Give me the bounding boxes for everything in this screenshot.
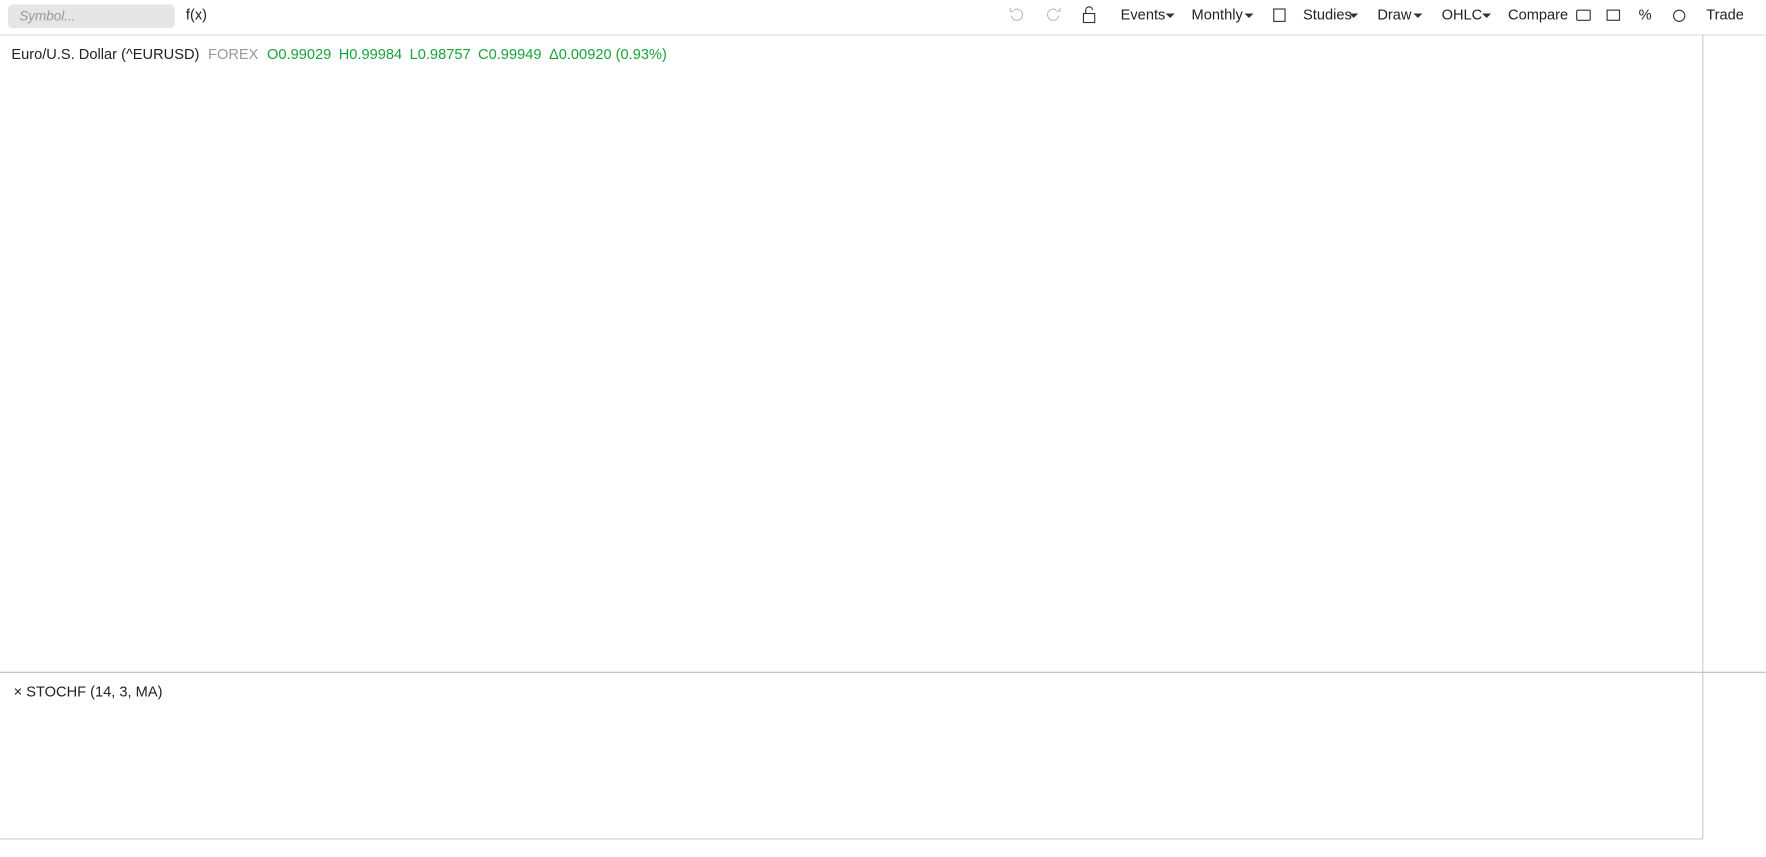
symbol-input[interactable] [7, 4, 175, 29]
menu-item[interactable]: Compare [1508, 8, 1568, 24]
symbol-placeholder: Symbol... [19, 8, 75, 23]
redo[interactable] [1047, 7, 1061, 21]
menu-item[interactable]: % [1639, 8, 1652, 24]
chart-header: Euro/U.S. Dollar (^EURUSD) FOREX O0.9902… [11, 47, 667, 63]
menu-item[interactable]: Trade [1706, 8, 1744, 24]
undo[interactable] [1009, 7, 1024, 21]
camera[interactable] [1576, 9, 1591, 21]
menu-item[interactable]: OHLC [1442, 8, 1483, 24]
exchange: FOREX [208, 47, 259, 63]
study-title: × STOCHF (14, 3, MA) [14, 684, 163, 700]
study-name: STOCHF (14, 3, MA) [26, 684, 162, 700]
menu-item[interactable]: Monthly [1192, 8, 1244, 24]
menu-carets [1165, 13, 1492, 19]
fx-button[interactable]: f(x) [186, 8, 207, 24]
chart-title: Euro/U.S. Dollar (^EURUSD) [11, 47, 199, 63]
toolbar-menu: Events Monthly Studies Draw OHLC Compare… [1121, 8, 1744, 24]
toolbar-icons [1009, 6, 1686, 24]
quote-high: H0.99984 [339, 47, 402, 63]
settings[interactable] [1672, 9, 1686, 22]
quote-open: O0.99029 [267, 47, 331, 63]
menu-item[interactable]: Events [1121, 8, 1166, 24]
menu-item[interactable]: Studies [1303, 8, 1352, 24]
lock-shackle [1085, 6, 1094, 14]
quote-low: L0.98757 [410, 47, 471, 63]
quote-close: C0.99949 [478, 47, 541, 63]
quote-change: Δ0.00920 (0.93%) [549, 47, 667, 63]
calendar[interactable] [1273, 8, 1286, 22]
lock[interactable] [1082, 12, 1096, 24]
print[interactable] [1606, 9, 1621, 21]
menu-item[interactable]: Draw [1377, 8, 1412, 24]
